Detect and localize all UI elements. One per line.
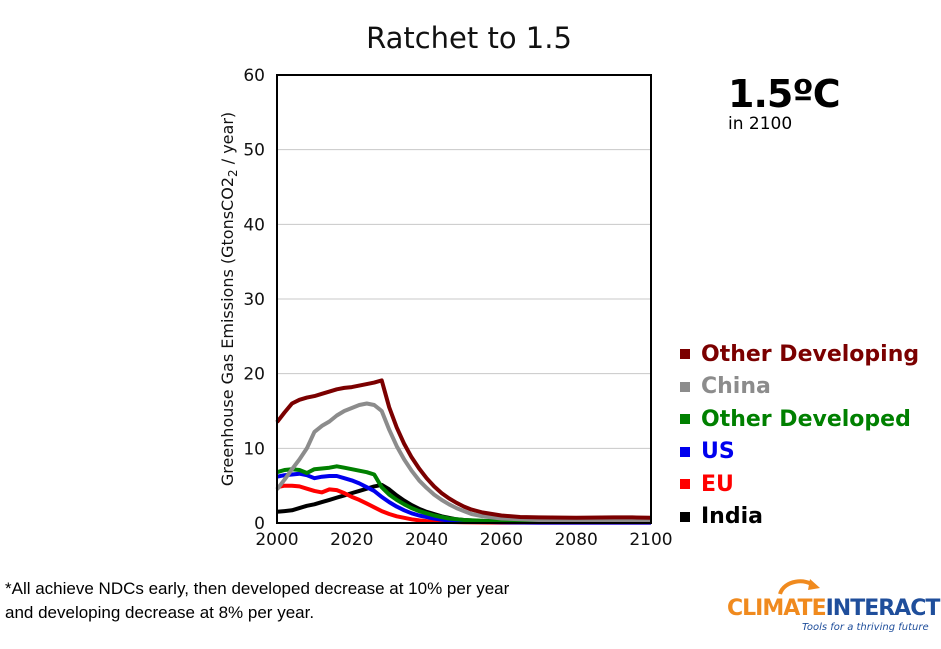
- y-tick-label: 40: [243, 215, 265, 235]
- climate-interactive-logo: CLIMATEINTERACTIVE Tools for a thriving …: [720, 576, 941, 642]
- footnote-line-2: and developing decrease at 8% per year.: [5, 603, 315, 622]
- chart-title: Ratchet to 1.5: [366, 21, 572, 55]
- x-tick-label: 2000: [255, 530, 298, 550]
- y-tick-label: 50: [243, 141, 265, 161]
- legend-swatch: [680, 446, 690, 457]
- footnote-line-1: *All achieve NDCs early, then developed …: [5, 579, 510, 598]
- legend-item-china: China: [680, 371, 919, 404]
- logo-tagline: Tools for a thriving future: [802, 622, 929, 633]
- y-tick-label: 20: [243, 365, 265, 385]
- legend-item-other-developing: Other Developing: [680, 338, 919, 371]
- y-tick-label: 60: [243, 66, 265, 86]
- plot-frame: [276, 74, 652, 524]
- legend-swatch: [680, 479, 690, 490]
- legend-label: US: [701, 439, 735, 465]
- legend-swatch: [680, 511, 690, 522]
- x-tick-label: 2060: [480, 530, 523, 550]
- legend-item-other-developed: Other Developed: [680, 403, 919, 436]
- legend-label: India: [701, 504, 763, 530]
- legend-label: EU: [701, 471, 734, 497]
- y-tick-label: 0: [254, 514, 265, 534]
- legend-item-india: India: [680, 501, 919, 534]
- legend-label: China: [701, 374, 771, 400]
- temperature-value: 1.5ºC: [728, 72, 841, 116]
- legend-item-eu: EU: [680, 468, 919, 501]
- y-axis-label: Greenhouse Gas Emissions (GtonsCO22 / ye…: [218, 112, 240, 486]
- x-tick-label: 2040: [405, 530, 448, 550]
- legend-label: Other Developing: [701, 341, 920, 367]
- y-tick-label: 30: [243, 290, 265, 310]
- logo-word-climate: CLIMATE: [727, 596, 827, 621]
- legend-item-us: US: [680, 436, 919, 469]
- series-line-china: [275, 401, 651, 522]
- footnote: *All achieve NDCs early, then developed …: [5, 577, 509, 625]
- legend-label: Other Developed: [701, 406, 911, 432]
- legend-swatch: [680, 381, 690, 392]
- x-tick-label: 2020: [330, 530, 373, 550]
- x-tick-label: 2080: [555, 530, 598, 550]
- logo-wordmark: CLIMATEINTERACTIVE: [727, 596, 941, 621]
- series-line-other-developed: [276, 464, 651, 524]
- temperature-label: in 2100: [728, 114, 793, 134]
- logo-word-interactive: INTERACTIVE: [825, 596, 941, 621]
- y-tick-label: 10: [243, 439, 265, 459]
- y-axis-ticks: 0 10 20 30 40 50 60: [243, 66, 265, 534]
- x-tick-label: 2100: [629, 530, 672, 550]
- logo-arrows-icon: [778, 579, 820, 595]
- series-lines: [275, 378, 652, 525]
- legend-swatch: [680, 349, 690, 360]
- legend: Other Developing China Other Developed US EU…: [680, 338, 919, 533]
- series-line-other-developing: [275, 378, 652, 520]
- grid-lines: [277, 149, 651, 449]
- legend-swatch: [680, 414, 690, 425]
- x-axis-ticks: 2000 2020 2040 2060 2080 2100: [255, 530, 672, 550]
